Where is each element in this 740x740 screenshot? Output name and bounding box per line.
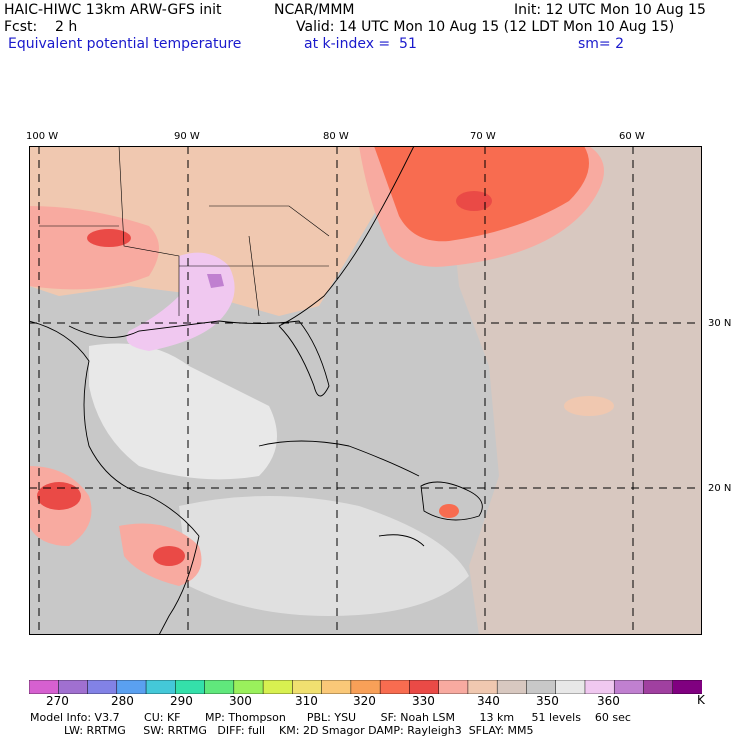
coastlines xyxy=(29,146,483,635)
level-label: at k-index = 51 xyxy=(304,36,417,52)
atlantic-warm-patch xyxy=(564,396,614,416)
lon-label-100w: 100 W xyxy=(26,131,59,142)
colorbar-label-340: 340 xyxy=(477,694,500,708)
theta-e-map xyxy=(29,146,702,635)
colorbar-label-320: 320 xyxy=(353,694,376,708)
colorbar-swatch xyxy=(438,680,469,694)
org-label: NCAR/MMM xyxy=(274,2,355,18)
colorbar-swatch xyxy=(467,680,498,694)
colorbar-swatch xyxy=(87,680,118,694)
colorbar-swatch xyxy=(175,680,206,694)
colorbar xyxy=(29,680,702,694)
colorbar-label-270: 270 xyxy=(46,694,69,708)
colorbar-swatch xyxy=(496,680,528,694)
louisiana-dry-field xyxy=(126,252,235,351)
ocean-field-mid xyxy=(409,146,499,635)
colorbar-swatch xyxy=(233,680,264,694)
colorbar-swatch xyxy=(643,680,674,694)
colorbar-swatch xyxy=(409,680,440,694)
colorbar-swatch xyxy=(204,680,235,694)
colorbar-label-330: 330 xyxy=(412,694,435,708)
smoothing-label: sm= 2 xyxy=(578,36,625,52)
mexico-hot-spot xyxy=(37,482,81,510)
lon-label-90w: 90 W xyxy=(174,131,200,142)
central-america-hot-spot xyxy=(153,546,185,566)
field-name: Equivalent potential temperature xyxy=(8,36,242,52)
colorbar-swatch xyxy=(584,680,615,694)
state-borders xyxy=(39,146,330,317)
colorbar-swatch xyxy=(262,680,294,694)
valid-time: Valid: 14 UTC Mon 10 Aug 15 (12 LDT Mon … xyxy=(296,19,675,35)
colorbar-swatch xyxy=(526,680,557,694)
lat-lon-grid xyxy=(29,146,702,635)
colorbar-unit: K xyxy=(697,693,705,707)
colorbar-swatch xyxy=(672,680,702,694)
colorbar-swatch xyxy=(292,680,323,694)
lon-label-70w: 70 W xyxy=(470,131,496,142)
atlantic-hot-patch xyxy=(456,191,492,211)
colorbar-swatch xyxy=(555,680,586,694)
model-info-line2: LW: RRTMG SW: RRTMG DIFF: full KM: 2D Sm… xyxy=(64,724,534,737)
colorbar-swatch xyxy=(116,680,147,694)
lat-label-20n: 20 N xyxy=(708,483,732,494)
colorbar-label-360: 360 xyxy=(597,694,620,708)
gulf-light-field xyxy=(89,343,277,480)
model-title: HAIC-HIWC 13km ARW-GFS init xyxy=(4,2,222,18)
colorbar-swatch xyxy=(29,680,60,694)
lon-label-80w: 80 W xyxy=(323,131,349,142)
colorbar-label-310: 310 xyxy=(295,694,318,708)
colorbar-label-350: 350 xyxy=(536,694,559,708)
colorbar-swatch xyxy=(321,680,352,694)
colorbar-swatch xyxy=(145,680,177,694)
map-frame xyxy=(29,146,702,635)
model-info-line1: Model Info: V3.7 CU: KF MP: Thompson PBL… xyxy=(30,711,631,724)
lon-label-60w: 60 W xyxy=(619,131,645,142)
colorbar-label-290: 290 xyxy=(170,694,193,708)
colorbar-swatch xyxy=(613,680,645,694)
colorbar-swatch xyxy=(58,680,89,694)
texas-hot-spot xyxy=(87,229,131,247)
colorbar-label-280: 280 xyxy=(111,694,134,708)
texas-warm-field xyxy=(29,206,159,290)
colorbar-swatch xyxy=(379,680,411,694)
hispaniola-hot-spot xyxy=(439,504,459,518)
colorbar-label-300: 300 xyxy=(229,694,252,708)
lat-label-30n: 30 N xyxy=(708,318,732,329)
louisiana-dry-core xyxy=(207,274,224,288)
colorbar-swatch xyxy=(350,680,381,694)
caribbean-light-field xyxy=(179,496,469,616)
init-time: Init: 12 UTC Mon 10 Aug 15 xyxy=(514,2,706,18)
forecast-hour: Fcst: 2 h xyxy=(4,19,78,35)
